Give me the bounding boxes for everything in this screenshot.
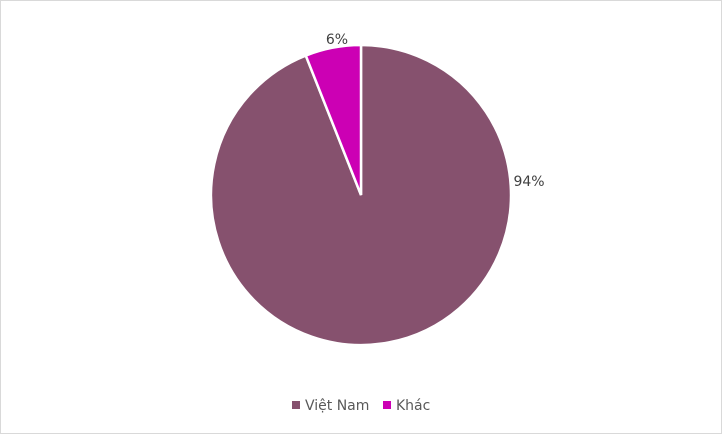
legend-entry: Việt Nam	[305, 398, 369, 414]
pie-slice-2	[304, 43, 363, 196]
data-label: 6%	[326, 32, 348, 48]
legend-swatch	[383, 401, 391, 409]
legend-entry: Khác	[396, 398, 430, 414]
data-label: 94%	[513, 174, 544, 190]
legend-swatch	[292, 401, 300, 409]
